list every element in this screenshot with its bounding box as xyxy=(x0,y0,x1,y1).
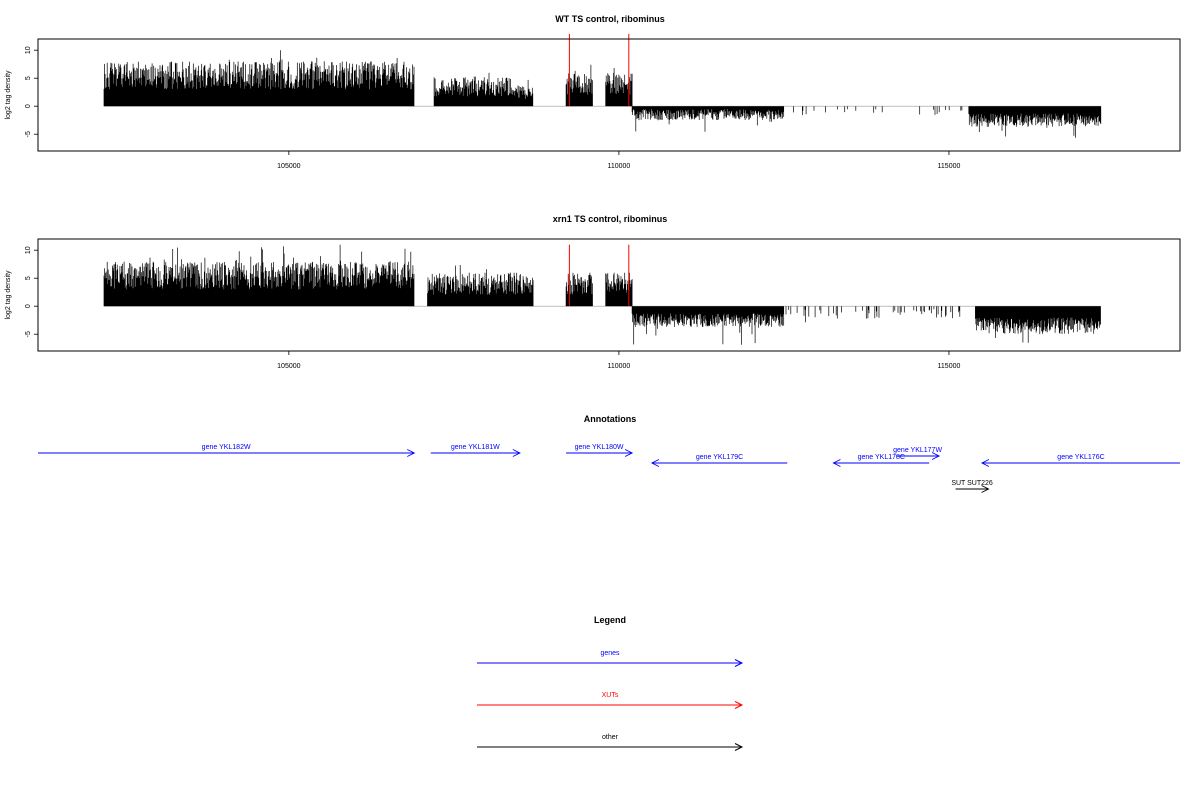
annotation-label: gene YKL177W xyxy=(893,447,942,454)
panel-xrn1-title: xrn1 TS control, ribominus xyxy=(553,214,668,224)
y-tick-label: 10 xyxy=(25,46,32,54)
panel-wt-title: WT TS control, ribominus xyxy=(555,14,665,24)
legend-items: genes XUTs other xyxy=(477,650,744,751)
bar-segment-3 xyxy=(565,64,593,107)
bar-segment-0 xyxy=(103,50,415,107)
bar-segment-5 xyxy=(785,306,961,323)
legend-arrowhead xyxy=(734,743,744,751)
legend: Legend genes XUTs other xyxy=(477,615,744,751)
panel-xrn1: xrn1 TS control, ribominus log2 tag dens… xyxy=(5,214,1181,370)
annotation-arrowhead xyxy=(981,485,990,493)
y-tick-label: -5 xyxy=(25,131,32,137)
panel-wt-axes: 105000 110000 115000 -5 0 5 10 xyxy=(25,46,960,170)
legend-label: genes xyxy=(600,650,620,657)
legend-arrowhead xyxy=(734,659,744,667)
x-tick-label: 115000 xyxy=(938,363,961,370)
x-tick-label: 110000 xyxy=(607,163,630,170)
bar-segment-2 xyxy=(565,272,593,307)
panel-xrn1-ylabel: log2 tag density xyxy=(5,270,12,320)
panel-xrn1-axes: 105000 110000 115000 -5 0 5 10 xyxy=(25,246,960,370)
bar-segment-6 xyxy=(975,306,1101,343)
panel-wt-frame xyxy=(37,38,1181,152)
annotation-arrowhead xyxy=(407,449,416,457)
annotation-label: gene YKL181W xyxy=(451,444,500,451)
bar-segment-7 xyxy=(968,106,1102,138)
x-tick-label: 105000 xyxy=(277,363,300,370)
annotations-title: Annotations xyxy=(584,414,637,424)
panel-xrn1-frame xyxy=(37,238,1181,352)
bar-segment-1 xyxy=(427,265,534,307)
legend-label: other xyxy=(602,734,619,741)
panel-wt-highlights xyxy=(568,33,630,107)
bar-segment-0 xyxy=(103,244,415,307)
annotation-label: gene YKL176C xyxy=(1057,454,1104,461)
bar-segment-3 xyxy=(605,272,633,307)
annotation-arrowhead xyxy=(512,449,521,457)
panel-xrn1-bars xyxy=(103,244,1101,345)
annotation-label: gene YKL179C xyxy=(696,454,743,461)
panel-xrn1-highlights xyxy=(568,244,630,307)
bar-segment-4 xyxy=(605,68,633,107)
annotation-features: gene YKL182W gene YKL181W gene YKL180W gene… xyxy=(38,444,1180,493)
annotation-label: gene YKL180W xyxy=(575,444,624,451)
legend-label: XUTs xyxy=(602,692,619,699)
x-tick-label: 110000 xyxy=(607,363,630,370)
annotation-arrowhead xyxy=(931,452,941,460)
annotation-label: SUT SUT226 xyxy=(951,480,993,487)
y-tick-label: 0 xyxy=(25,304,32,308)
bar-segment-1 xyxy=(433,72,514,107)
y-tick-label: 5 xyxy=(25,276,32,280)
annotation-arrowhead xyxy=(980,459,990,467)
annotation-arrowhead xyxy=(832,459,841,467)
panel-wt: WT TS control, ribominus log2 tag densit… xyxy=(5,14,1181,170)
bar-segment-5 xyxy=(631,106,785,132)
annotation-label: gene YKL182W xyxy=(202,444,251,451)
bar-segment-4 xyxy=(631,306,785,345)
bar-segment-6 xyxy=(793,106,963,116)
annotations: Annotations gene YKL182W gene YKL181W gene… xyxy=(38,414,1180,493)
panel-wt-ylabel: log2 tag density xyxy=(5,70,12,120)
bar-segment-2 xyxy=(512,79,534,107)
y-tick-label: 0 xyxy=(25,104,32,108)
x-tick-label: 105000 xyxy=(277,163,300,170)
y-tick-label: 5 xyxy=(25,76,32,80)
annotation-arrowhead xyxy=(650,459,660,467)
legend-title: Legend xyxy=(594,615,626,625)
legend-arrowhead xyxy=(734,701,744,709)
y-tick-label: -5 xyxy=(25,331,32,337)
panel-wt-bars xyxy=(103,50,1102,138)
annotation-label: gene YKL178C xyxy=(858,454,905,461)
y-tick-label: 10 xyxy=(25,246,32,254)
x-tick-label: 115000 xyxy=(938,163,961,170)
annotation-arrowhead xyxy=(624,449,634,457)
